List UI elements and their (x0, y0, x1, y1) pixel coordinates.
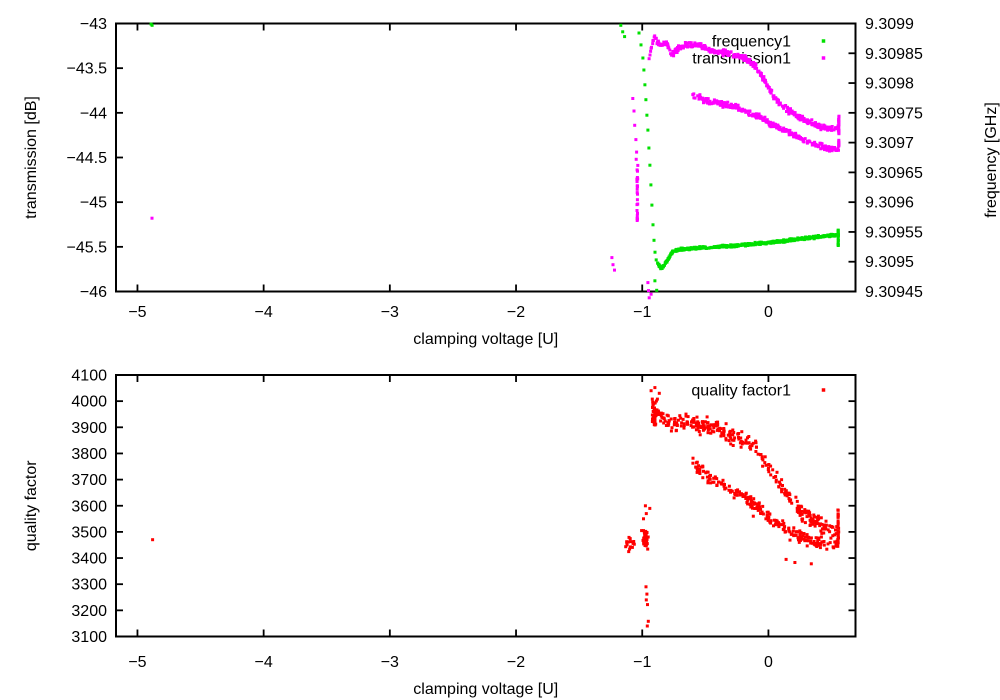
x-axis-label: clamping voltage [U] (413, 681, 558, 698)
y-tick-label: −46 (80, 284, 107, 301)
x-tick-label: 0 (764, 304, 773, 321)
y-tick-label: 3700 (71, 472, 107, 489)
y-tick-label: 4100 (71, 368, 107, 385)
y2-tick-label: 9.3098 (865, 76, 914, 93)
x-tick-label: −1 (633, 304, 651, 321)
y-tick-label: 3800 (71, 446, 107, 463)
x-tick-label: −4 (255, 654, 273, 671)
y-tick-label: 3900 (71, 420, 107, 437)
y-tick-label: −44 (80, 105, 107, 122)
series-quality-factor1-points (151, 386, 841, 628)
x-tick-label: −2 (507, 654, 525, 671)
y2-tick-label: 9.30975 (865, 105, 923, 122)
x-tick-label: −2 (507, 304, 525, 321)
y-tick-label: −45 (80, 195, 107, 212)
y-tick-label: −44.5 (67, 150, 108, 167)
y-tick-label: 3100 (71, 629, 107, 646)
x-tick-label: −5 (128, 304, 146, 321)
y2-tick-label: 9.3097 (865, 135, 914, 152)
y2-tick-label: 9.30965 (865, 165, 923, 182)
x-tick-label: −5 (128, 654, 146, 671)
y2-tick-label: 9.30985 (865, 46, 923, 63)
x-tick-label: −4 (255, 304, 273, 321)
x-tick-label: −3 (381, 654, 399, 671)
bottom-plot: −5 −4 −3 −2 −1 0 3100 3200 3300 3400 3500 3600 3700 3… (23, 368, 857, 698)
y-axis-label: transmission [dB] (23, 96, 40, 219)
legend-marker (821, 39, 826, 43)
series-transmission1-points (150, 34, 841, 300)
y2-tick-label: 9.3099 (865, 16, 914, 33)
y-tick-label: 3300 (71, 577, 107, 594)
x-tick-label: −3 (381, 304, 399, 321)
legend-marker (821, 388, 826, 392)
y2-tick-label: 9.3096 (865, 195, 914, 212)
y2-tick-label: 9.30955 (865, 224, 923, 241)
y2-axis-label: frequency [GHz] (983, 102, 1000, 218)
x-tick-label: 0 (764, 654, 773, 671)
y-tick-label: 3600 (71, 498, 107, 515)
legend-marker (821, 56, 826, 60)
y-tick-label: −45.5 (67, 239, 108, 256)
y-tick-label: 3400 (71, 551, 107, 568)
y-tick-label: −43 (80, 16, 107, 33)
x-tick-label: −1 (633, 654, 651, 671)
x-axis-label: clamping voltage [U] (413, 331, 558, 348)
top-plot: −5 −4 −3 −2 −1 0 −43 −43.5 −44 −44.5 −45 −45.5 −46 9.… (23, 16, 1000, 348)
series-frequency1-points (149, 22, 840, 292)
y-axis-label: quality factor (23, 460, 40, 551)
legend-label: quality factor1 (691, 383, 791, 400)
legend-label: frequency1 (712, 34, 791, 51)
y-tick-label: −43.5 (67, 61, 108, 78)
y2-tick-label: 9.3095 (865, 254, 914, 271)
plot-border (115, 374, 857, 638)
y2-tick-label: 9.30945 (865, 284, 923, 301)
y-tick-label: 3200 (71, 603, 107, 620)
y-tick-label: 4000 (71, 394, 107, 411)
y-tick-label: 3500 (71, 524, 107, 541)
